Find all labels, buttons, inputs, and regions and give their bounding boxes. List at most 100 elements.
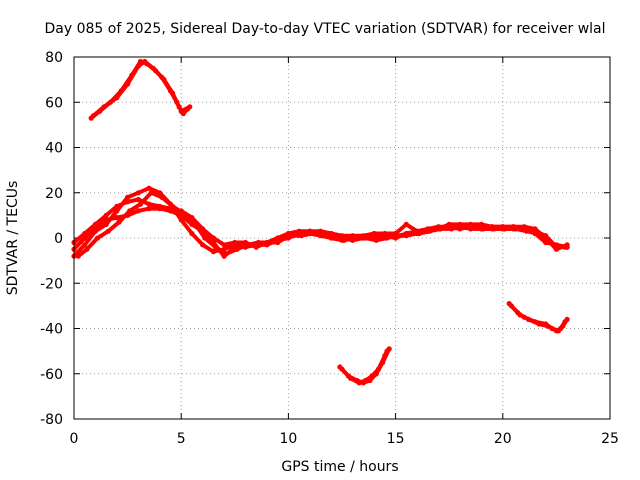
data-point — [84, 246, 90, 252]
data-point — [375, 366, 381, 372]
x-tick-label: 5 — [177, 431, 186, 447]
data-point — [287, 233, 294, 239]
data-point — [545, 237, 551, 243]
data-point — [210, 235, 216, 241]
data-point — [125, 194, 131, 200]
data-point — [127, 208, 133, 214]
y-axis-label: SDTVAR / TECUs — [5, 181, 21, 296]
chart-title: Day 085 of 2025, Sidereal Day-to-day VTE… — [44, 21, 605, 37]
data-point — [558, 325, 564, 332]
data-point — [266, 239, 272, 246]
y-tick-label: 40 — [45, 141, 63, 157]
data-point — [82, 230, 88, 237]
x-tick-label: 0 — [70, 431, 79, 447]
data-point — [180, 210, 186, 216]
plot-frame — [73, 56, 611, 420]
data-point — [513, 226, 519, 232]
data-point — [159, 74, 165, 80]
data-point — [371, 230, 377, 237]
data-point — [384, 348, 390, 354]
data-point — [534, 230, 540, 237]
data-point — [245, 242, 251, 248]
data-point — [553, 328, 560, 334]
data-point — [159, 194, 165, 200]
data-point — [363, 377, 369, 384]
data-point — [101, 104, 107, 110]
x-axis-label: GPS time / hours — [281, 459, 398, 475]
data-point — [470, 224, 476, 230]
data-point — [189, 230, 195, 237]
data-point — [320, 233, 326, 239]
data-point — [416, 230, 422, 237]
data-point — [384, 235, 390, 241]
data-point — [523, 228, 530, 234]
data-point — [223, 251, 229, 257]
y-tick-label: 60 — [45, 95, 63, 111]
y-tick-label: -20 — [40, 276, 63, 292]
data-point — [167, 88, 174, 94]
data-point — [191, 219, 197, 225]
data-point — [403, 221, 409, 227]
series-right-arc-b — [509, 303, 567, 333]
y-tick-label: 0 — [54, 231, 63, 247]
data-point — [328, 230, 334, 237]
data-point — [210, 249, 216, 255]
data-point — [382, 230, 388, 237]
data-point — [253, 244, 259, 250]
data-point — [395, 233, 401, 239]
data-point — [200, 242, 206, 248]
data-point — [150, 65, 156, 71]
data-point — [170, 203, 176, 209]
data-point — [202, 235, 208, 241]
data-point — [255, 239, 261, 246]
data-point — [318, 228, 324, 234]
data-point — [95, 235, 101, 241]
data-point — [478, 221, 484, 227]
data-point — [438, 226, 444, 232]
data-point — [116, 219, 122, 225]
data-point — [232, 239, 238, 246]
data-point — [146, 201, 152, 207]
data-point — [142, 58, 148, 65]
data-point — [562, 244, 568, 250]
data-point — [298, 233, 304, 239]
y-tick-label: 20 — [45, 186, 63, 202]
y-tick-label: 80 — [45, 50, 63, 66]
data-point — [382, 353, 388, 359]
data-point — [212, 244, 219, 250]
data-point — [532, 226, 538, 232]
data-point — [296, 228, 302, 234]
data-point — [135, 190, 141, 196]
data-point — [480, 226, 487, 232]
y-tick-label: -40 — [40, 322, 63, 338]
data-point — [339, 366, 345, 372]
data-point — [373, 237, 379, 243]
ticks: -80 -60 -40 -20 0 20 40 60 80 0 5 10 15 20 25 — [40, 50, 619, 447]
x-tick-label: 15 — [387, 431, 405, 447]
data-point — [369, 373, 375, 379]
data-point — [339, 233, 345, 239]
data-point — [427, 228, 433, 234]
data-point — [341, 237, 347, 243]
data-point — [114, 215, 120, 221]
data-point — [90, 113, 96, 119]
data-point — [178, 108, 184, 114]
data-series — [71, 58, 570, 386]
data-point — [137, 201, 144, 207]
data-point — [352, 235, 358, 241]
data-point — [309, 230, 315, 237]
data-point — [545, 323, 551, 329]
data-point — [114, 95, 120, 101]
data-point — [105, 228, 111, 234]
data-point — [135, 63, 141, 69]
x-tick-label: 25 — [601, 431, 619, 447]
data-point — [448, 226, 454, 232]
data-point — [157, 203, 163, 209]
data-point — [135, 208, 141, 214]
data-point — [92, 221, 98, 227]
data-point — [508, 303, 514, 309]
series-right-arc — [507, 301, 570, 333]
x-tick-label: 20 — [494, 431, 512, 447]
data-point — [502, 226, 508, 232]
